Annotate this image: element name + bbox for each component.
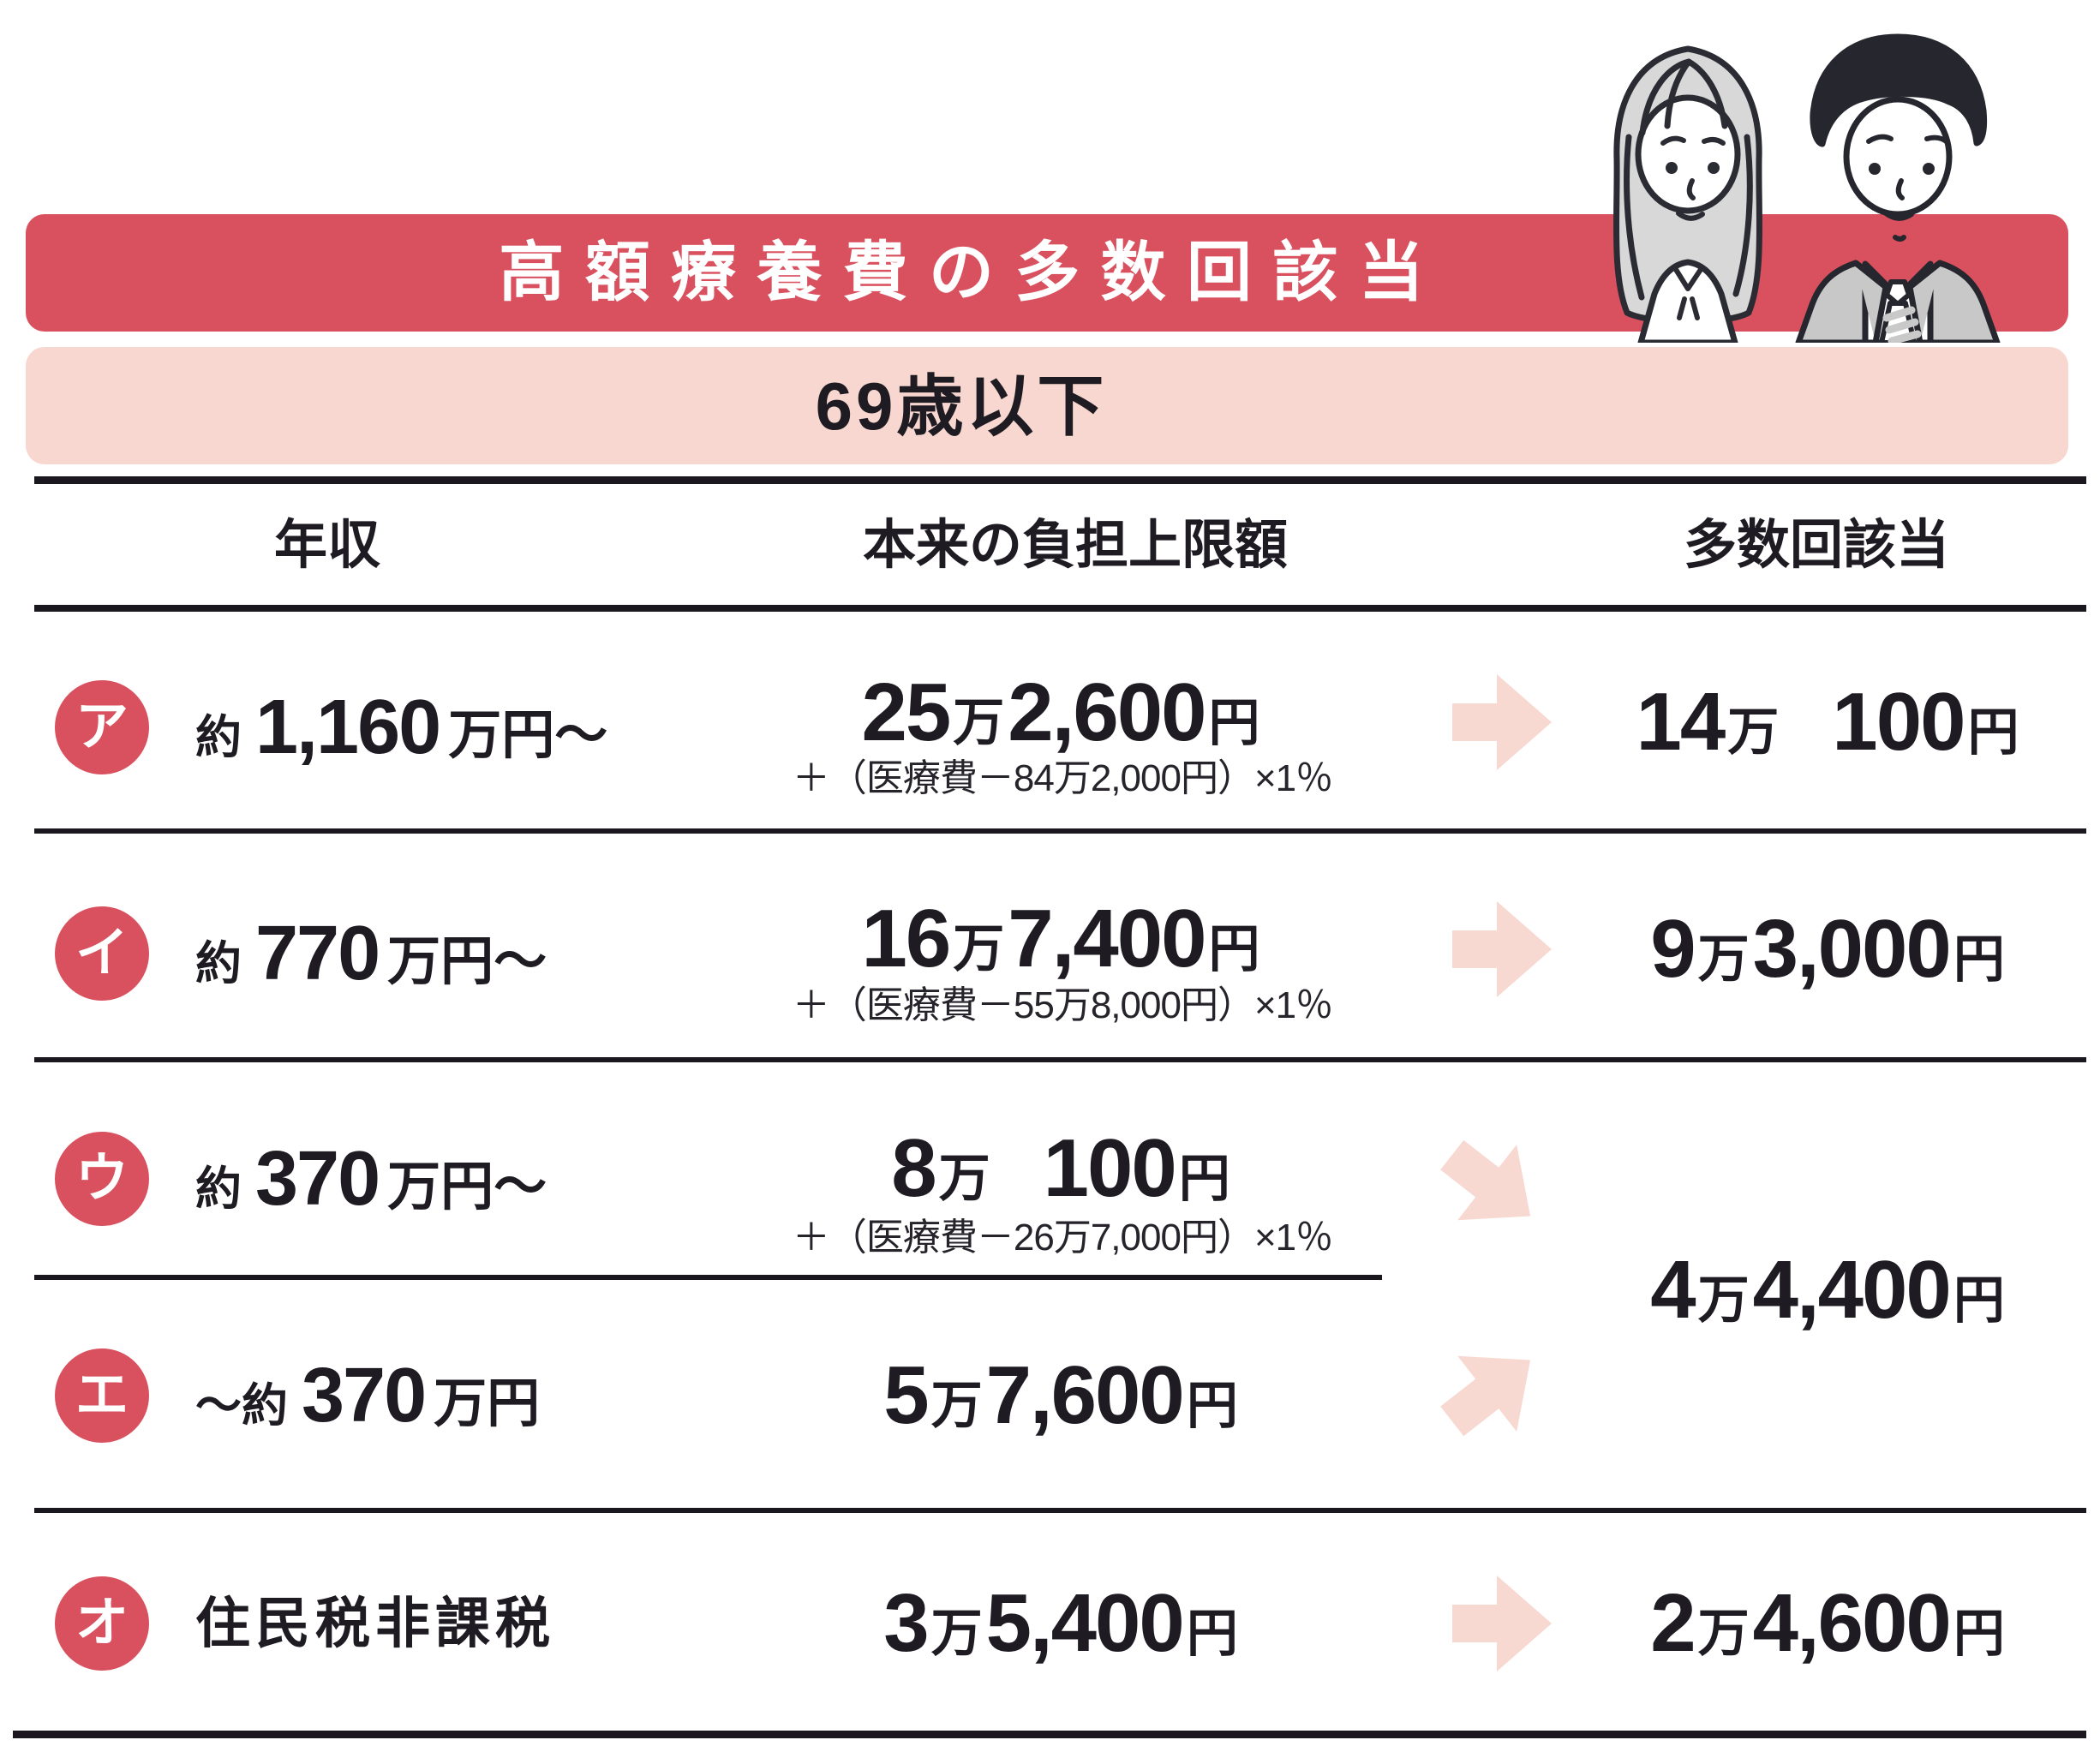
age-band: 69歳以下: [26, 347, 2068, 464]
column-header-income: 年収: [273, 516, 380, 575]
limit-formula: ＋（医療費－55万8,000円）×1％: [792, 984, 1333, 1026]
column-header-limit: 本来の負担上限額: [862, 516, 1288, 575]
multi-cell: 9万3,000円: [1650, 903, 2005, 995]
multi-cell: 14万 100円: [1636, 676, 2019, 768]
people-illustration: [1612, 33, 2001, 343]
man-figure: [1795, 33, 2001, 343]
income-cell: 約 370 万円〜: [195, 1136, 547, 1222]
row-badge: エ: [55, 1348, 149, 1443]
right-arrow-icon: [1452, 901, 1552, 997]
limit-cell: 8万 100円: [891, 1122, 1230, 1214]
table-top-rule: [34, 476, 2086, 484]
limit-cell: 25万2,600円: [861, 667, 1260, 758]
multi-cell: 2万4,600円: [1650, 1577, 2005, 1669]
income-cell: 約 770 万円〜: [195, 911, 547, 996]
row-divider: [34, 1508, 2086, 1513]
down-right-arrow-icon: [1440, 1139, 1531, 1221]
limit-cell: 5万7,600円: [883, 1349, 1238, 1441]
right-arrow-icon: [1452, 1576, 1552, 1671]
income-cell: 〜約 370 万円: [195, 1353, 541, 1438]
up-right-arrow-icon: [1440, 1355, 1531, 1437]
row-divider: [34, 1057, 2086, 1062]
right-arrow-icon: [1452, 674, 1552, 770]
multi-cell-merged: 4万4,400円: [1650, 1244, 2005, 1336]
column-header-multi: 多数回該当: [1683, 516, 1949, 575]
limit-cell: 3万5,400円: [883, 1577, 1238, 1669]
limit-cell: 16万7,400円: [861, 893, 1260, 984]
age-band-label: 69歳以下: [815, 368, 1108, 444]
income-cell: 住民税非課税: [195, 1593, 555, 1654]
row-divider: [34, 828, 2086, 834]
row-badge: ア: [55, 680, 149, 774]
page-title: 高額療養費の多数回該当: [499, 236, 1445, 309]
row-badge: オ: [55, 1576, 149, 1671]
row-badge: ウ: [55, 1132, 149, 1226]
table-bottom-rule: [13, 1731, 2086, 1738]
limit-formula: ＋（医療費－26万7,000円）×1％: [792, 1217, 1333, 1259]
woman-figure: [1612, 45, 1763, 343]
header-bottom-rule: [34, 605, 2086, 612]
income-cell: 約 1,160 万円〜: [195, 685, 608, 770]
limit-formula: ＋（医療費－84万2,000円）×1％: [792, 757, 1333, 799]
row-badge: イ: [55, 906, 149, 1001]
row-divider-partial: [34, 1275, 1382, 1280]
